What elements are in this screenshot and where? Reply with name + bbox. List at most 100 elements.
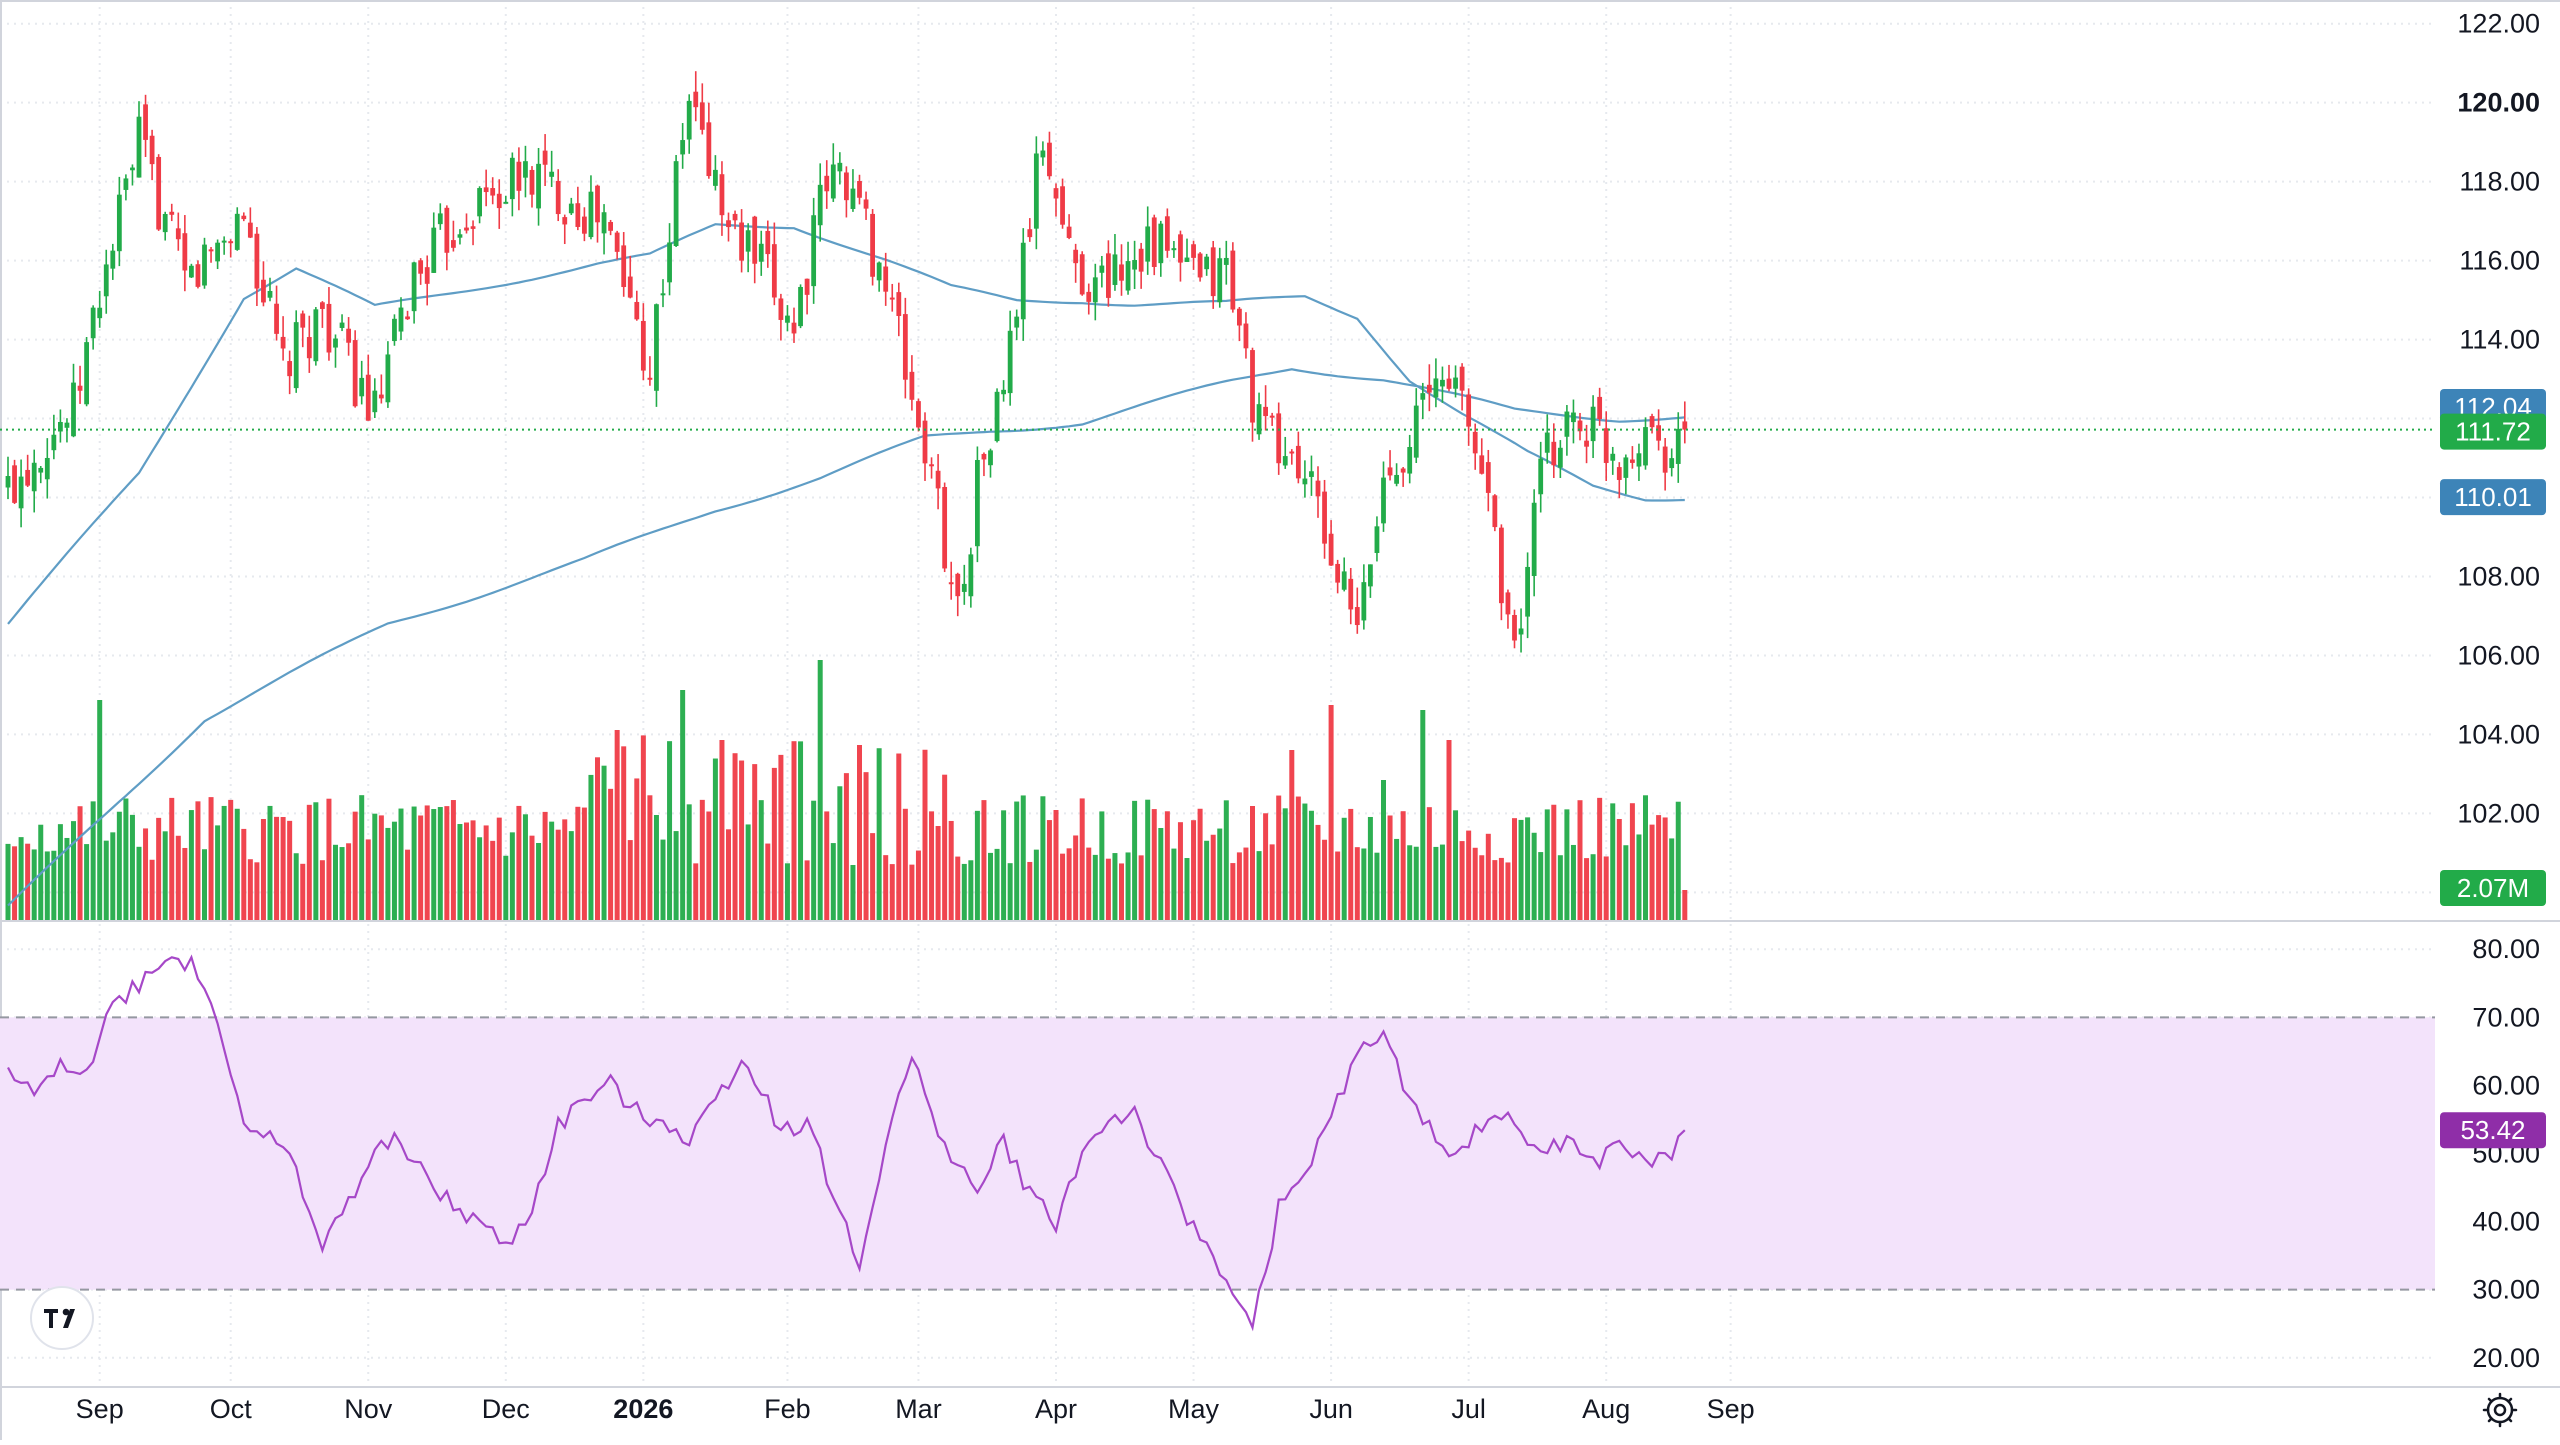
candle-body [693,91,699,108]
volume-bar [287,820,293,920]
volume-bar [431,809,437,920]
candle-body [1564,411,1570,437]
candle-body [77,385,83,391]
candle-up [817,163,823,242]
candle-body [274,303,279,334]
candle-up [660,279,666,308]
candle-up [601,204,607,255]
candle-body [961,583,967,592]
candle-up [333,334,338,368]
candle-body [706,122,712,177]
volume-bar [1020,795,1026,920]
candle-down [1630,446,1635,469]
candle-down [1603,411,1609,482]
volume-bar [1256,851,1262,920]
candle-body [1047,142,1052,177]
candle-down [621,232,627,297]
time-tick-label: Feb [764,1394,811,1424]
candle-body [1020,242,1026,320]
candle-body [726,220,731,228]
ma-value-tag-text: 110.01 [2454,482,2532,512]
volume-bar [870,833,876,920]
candle-down [1649,413,1655,434]
candle-down [752,215,758,284]
volume-bar [398,808,404,920]
candle-body [883,266,889,292]
volume-bar [614,730,620,920]
volume-bar [202,849,207,920]
volume-bar [601,765,607,920]
price-tick-label: 114.00 [2459,325,2540,355]
candle-down [1335,559,1341,594]
candle-body [44,457,50,480]
volume-bar [745,824,751,920]
settings-gear-icon[interactable] [2482,1392,2518,1428]
candle-down [1662,437,1668,491]
volume-bar [385,827,391,920]
candle-down [470,220,476,246]
candle-body [1217,258,1223,303]
candle-body [5,476,11,488]
candle-body [647,377,653,380]
candle-body [824,175,830,192]
candle-up [1518,608,1524,653]
time-tick-label: Sep [76,1394,124,1424]
volume-bar [1564,809,1570,920]
candle-body [699,102,705,130]
candle-body [451,240,456,248]
volume-bar [1184,858,1190,920]
volume-bar [444,806,450,920]
volume-bar [1394,838,1400,920]
volume-bar [195,801,201,920]
volume-bar [647,795,653,920]
volume-bar [326,798,332,920]
volume-bar [1040,796,1046,920]
volume-bar [260,818,266,920]
volume-bar [477,837,483,920]
price-tick-label: 104.00 [2457,719,2540,749]
candle-body [1014,316,1020,328]
price-tick-label: 106.00 [2457,640,2540,670]
candle-body [313,309,319,362]
candle-body [365,374,371,421]
candle-up [457,229,463,245]
candle-body [477,188,482,217]
candle-up [1125,241,1131,295]
candle-body [1033,153,1039,229]
price-axis[interactable]: 122.00120.00118.00116.00114.00112.00110.… [2457,9,2540,908]
volume-bar [1597,797,1603,920]
candle-body [1577,420,1583,432]
candle-down [1178,230,1183,282]
tradingview-logo-icon[interactable] [30,1286,94,1350]
volume-bar [221,805,227,920]
volume-bar [948,820,954,920]
volume-bar [1269,844,1275,920]
volume-bar [169,797,175,920]
candle-down [418,258,424,285]
volume-bar [1525,817,1531,920]
candle-up [31,449,37,513]
candle-body [542,150,548,165]
volume-bar [457,824,463,920]
time-axis[interactable]: Sep Oct Nov Dec 2026 Feb Mar Apr May Jun Jul Aug Sep [76,1394,1755,1424]
candle-up [1643,417,1648,470]
candle-body [372,390,378,413]
time-tick-label: 2026 [613,1394,673,1424]
volume-bar [1413,846,1419,920]
volume-bar [1302,803,1308,920]
candle-body [38,467,44,473]
candle-down [1597,387,1603,426]
volume-bar [1276,795,1282,920]
candle-up [411,261,417,324]
volume-bar [961,863,967,920]
candle-up [51,414,57,460]
ma-value-tag-box [2440,479,2546,516]
candle-down [1106,240,1111,307]
volume-bar [889,864,895,920]
candle-down [483,169,489,207]
candle-body [228,241,234,244]
candle-up [1184,238,1190,262]
